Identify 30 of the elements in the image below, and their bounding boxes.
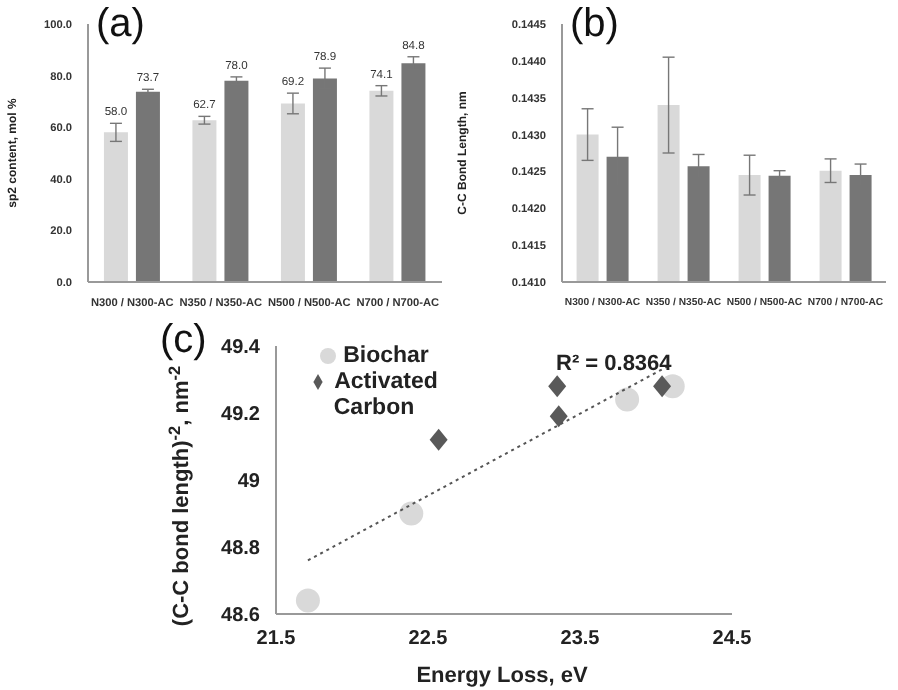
x-tick-label: 21.5 [256,628,297,651]
point [429,428,448,451]
bar [103,132,128,282]
bar [280,103,305,282]
point [295,588,320,613]
chart-title: (c) [160,318,207,362]
x-tick-label: 22.5 [408,628,449,651]
point [549,405,568,428]
legend-label: Biochar [343,344,429,368]
bar [192,120,217,282]
y-tick-label: 48.6 [221,605,261,628]
y-tick-label: 49.2 [221,404,261,427]
y-tick-label: 49 [237,471,261,494]
legend-label: Activated Carbon [333,370,438,420]
bar [224,80,249,282]
bar [401,63,426,282]
y-tick-label: 49.4 [221,337,261,360]
bar [369,90,394,282]
x-tick-label: 24.5 [712,628,753,651]
point [615,387,640,412]
bar [135,91,160,282]
x-tick-label: 23.5 [560,628,601,651]
y-tick-label: 48.8 [221,538,261,561]
chart-title: (b) [570,2,619,46]
x-axis-title: Energy Loss, eV [416,664,589,688]
chart-title: (a) [96,2,145,46]
point [653,375,672,398]
point [399,501,424,526]
annotation: R² = 0.8364 [556,352,672,376]
point [548,375,567,398]
